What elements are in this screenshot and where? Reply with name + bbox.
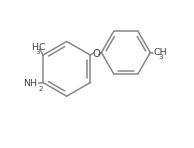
Text: 2: 2 [38, 86, 43, 92]
Text: CH: CH [153, 48, 167, 57]
Text: C: C [38, 43, 45, 52]
Text: H: H [31, 43, 38, 52]
Text: 3: 3 [36, 49, 40, 55]
Text: NH: NH [23, 79, 37, 88]
Text: 3: 3 [158, 54, 163, 60]
Text: O: O [92, 49, 100, 59]
